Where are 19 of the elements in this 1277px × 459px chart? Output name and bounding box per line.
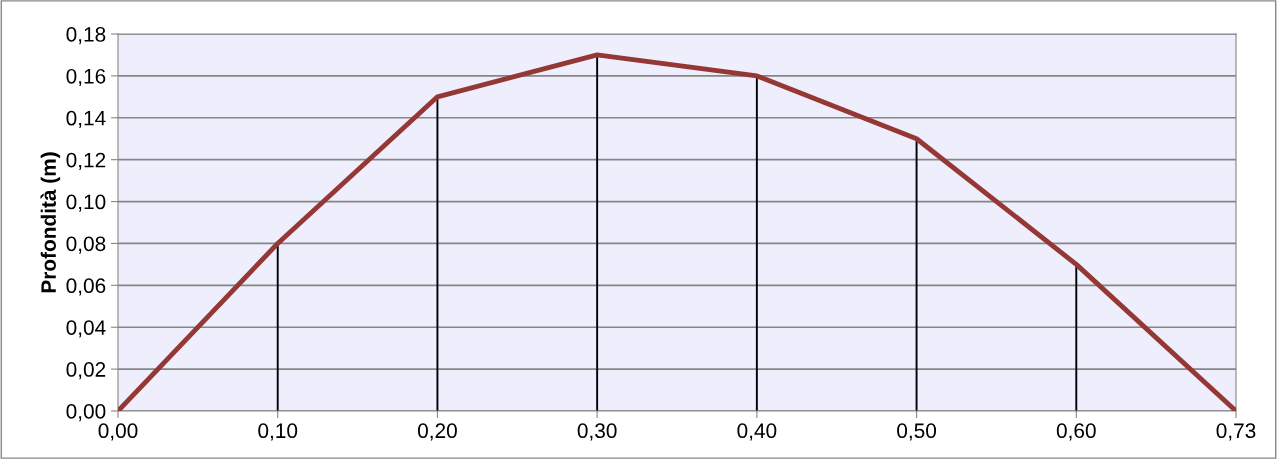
y-tick-label: 0,18: [66, 27, 106, 45]
x-tick-label: 0,00: [98, 423, 138, 441]
x-tick-label: 0,50: [897, 423, 937, 441]
y-tick-label: 0,08: [66, 236, 106, 254]
y-tick-label: 0,02: [66, 362, 106, 380]
x-tick-label: 0,30: [577, 423, 617, 441]
y-tick-label: 0,12: [66, 152, 106, 170]
x-tick-label: 0,73: [1216, 423, 1256, 441]
x-tick-label: 0,10: [258, 423, 298, 441]
y-axis-title: Profondità (m): [40, 152, 61, 293]
x-tick-label: 0,40: [737, 423, 777, 441]
x-tick-label: 0,60: [1056, 423, 1096, 441]
y-tick-label: 0,16: [66, 68, 106, 87]
y-tick-label: 0,10: [66, 194, 106, 212]
y-tick-label: 0,00: [66, 404, 106, 422]
y-tick-label: 0,04: [66, 320, 106, 338]
y-tick-label: 0,06: [66, 278, 106, 296]
y-tick-label: 0,14: [66, 110, 106, 128]
x-tick-label: 0,20: [417, 423, 457, 441]
